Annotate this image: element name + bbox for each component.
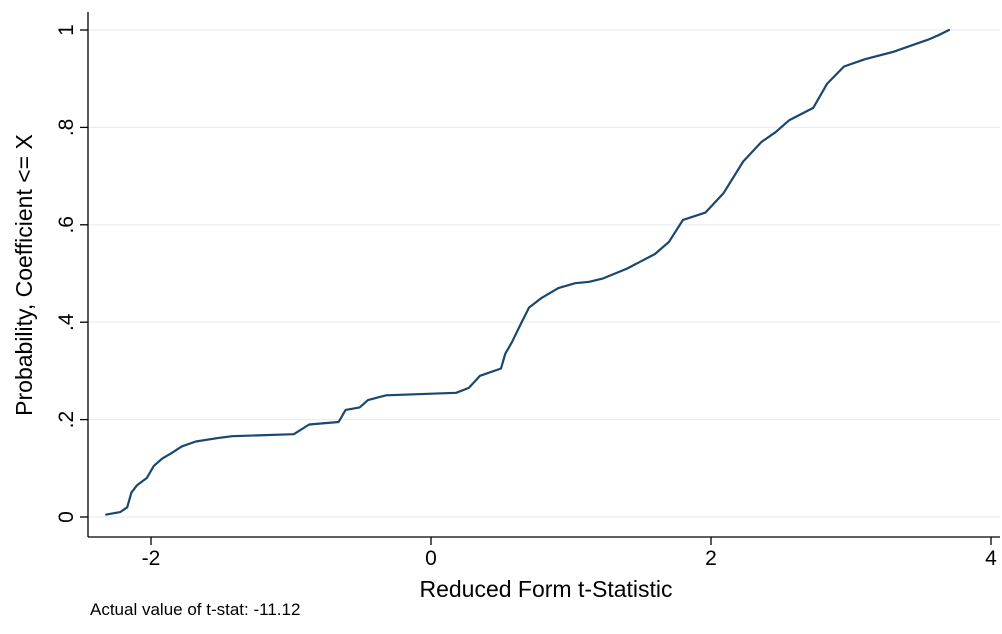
x-axis-title: Reduced Form t-Statistic [419, 576, 672, 602]
t-stat-note: Actual value of t-stat: -11.12 [90, 600, 301, 619]
y-tick-label: .4 [55, 313, 78, 331]
cdf-series-line [105, 28, 951, 516]
y-tick-label: 1 [55, 24, 78, 36]
y-tick-label: .8 [55, 119, 78, 137]
y-tick-label: .6 [55, 216, 78, 234]
x-tick-label: 2 [705, 547, 717, 570]
y-tick-label: 0 [55, 511, 78, 523]
x-tick-label: 4 [985, 547, 997, 570]
series-layer [105, 28, 951, 516]
y-axis-title: Probability, Coefficient <= X [11, 134, 37, 416]
y-tick-label: .2 [55, 411, 78, 429]
x-tick-label: 0 [425, 547, 437, 570]
gridlines [88, 29, 1000, 518]
y-ticks: 0 .2 .4 .6 .8 1 [55, 24, 88, 523]
x-ticks: -2 0 2 4 [142, 537, 997, 570]
x-tick-label: -2 [142, 547, 161, 570]
